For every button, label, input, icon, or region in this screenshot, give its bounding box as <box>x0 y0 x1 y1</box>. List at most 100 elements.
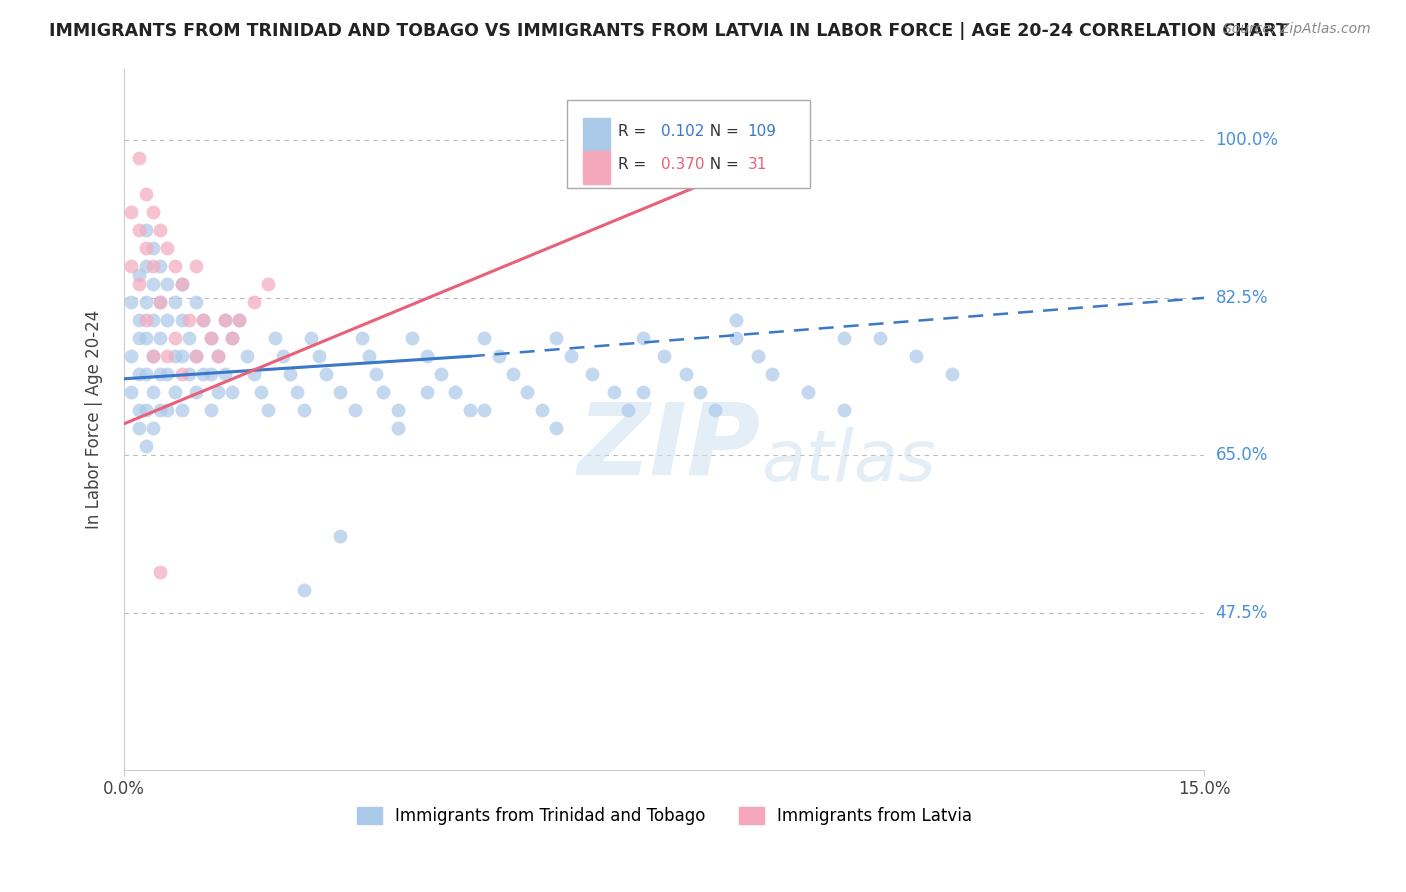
Point <box>472 331 495 345</box>
Text: 65.0%: 65.0% <box>1216 446 1268 464</box>
Point <box>308 349 330 363</box>
Point <box>834 403 856 417</box>
Point <box>156 368 179 382</box>
Point <box>186 260 208 274</box>
Point <box>329 529 352 543</box>
Point <box>214 313 236 327</box>
Point <box>156 313 179 327</box>
Point <box>142 241 165 255</box>
Point <box>142 385 165 400</box>
Point <box>135 187 157 202</box>
Point <box>343 403 366 417</box>
Point <box>560 349 582 363</box>
Point <box>170 403 193 417</box>
Text: 0.102: 0.102 <box>661 124 704 139</box>
Point <box>120 349 142 363</box>
Point <box>703 403 725 417</box>
Point <box>177 368 200 382</box>
Text: 31: 31 <box>748 157 766 172</box>
Y-axis label: In Labor Force | Age 20-24: In Labor Force | Age 20-24 <box>86 310 103 529</box>
Bar <box>583 151 610 185</box>
Point <box>905 349 928 363</box>
Point <box>186 349 208 363</box>
Point <box>200 403 222 417</box>
Point <box>156 277 179 292</box>
Point <box>149 565 172 579</box>
Point <box>415 349 437 363</box>
Point <box>170 277 193 292</box>
Point <box>675 368 697 382</box>
Point <box>170 277 193 292</box>
Point <box>415 385 437 400</box>
Point <box>581 368 603 382</box>
Point <box>120 295 142 310</box>
Point <box>135 368 157 382</box>
Point <box>214 313 236 327</box>
Point <box>207 385 229 400</box>
Point <box>315 368 337 382</box>
Point <box>193 313 215 327</box>
Point <box>207 349 229 363</box>
Point <box>186 385 208 400</box>
Point <box>163 385 186 400</box>
Point <box>631 331 654 345</box>
Point <box>458 403 481 417</box>
Point <box>128 313 150 327</box>
Point <box>142 349 165 363</box>
Point <box>163 349 186 363</box>
Point <box>142 349 165 363</box>
Point <box>193 313 215 327</box>
Point <box>401 331 423 345</box>
Point <box>200 331 222 345</box>
Point <box>186 295 208 310</box>
Point <box>257 277 280 292</box>
Point <box>128 421 150 435</box>
Point <box>135 241 157 255</box>
Text: atlas: atlas <box>762 427 936 496</box>
Point <box>941 368 963 382</box>
Text: Source: ZipAtlas.com: Source: ZipAtlas.com <box>1223 22 1371 37</box>
Point <box>128 368 150 382</box>
Point <box>128 223 150 237</box>
Point <box>177 313 200 327</box>
Text: 100.0%: 100.0% <box>1216 131 1278 150</box>
Point <box>142 313 165 327</box>
Point <box>156 241 179 255</box>
Point <box>142 205 165 219</box>
FancyBboxPatch shape <box>567 100 810 188</box>
Point <box>747 349 769 363</box>
Point <box>200 368 222 382</box>
Point <box>156 349 179 363</box>
Point <box>221 331 243 345</box>
Point <box>329 385 352 400</box>
Point <box>869 331 891 345</box>
Point <box>135 260 157 274</box>
Point <box>228 313 250 327</box>
Point <box>292 583 315 598</box>
Point <box>142 277 165 292</box>
Point <box>120 205 142 219</box>
Point <box>652 349 675 363</box>
Point <box>149 403 172 417</box>
Point <box>689 385 711 400</box>
Point <box>242 368 264 382</box>
Point <box>271 349 294 363</box>
Point <box>128 152 150 166</box>
Legend: Immigrants from Trinidad and Tobago, Immigrants from Latvia: Immigrants from Trinidad and Tobago, Imm… <box>357 806 972 825</box>
Point <box>242 295 264 310</box>
Text: R =: R = <box>617 157 651 172</box>
Point <box>516 385 538 400</box>
Point <box>149 331 172 345</box>
Text: 47.5%: 47.5% <box>1216 604 1268 622</box>
Point <box>135 403 157 417</box>
Bar <box>583 118 610 152</box>
Point <box>200 331 222 345</box>
Point <box>149 223 172 237</box>
Point <box>170 368 193 382</box>
Point <box>163 295 186 310</box>
Point <box>207 349 229 363</box>
Point <box>530 403 553 417</box>
Point <box>546 421 568 435</box>
Point <box>177 331 200 345</box>
Point <box>135 295 157 310</box>
